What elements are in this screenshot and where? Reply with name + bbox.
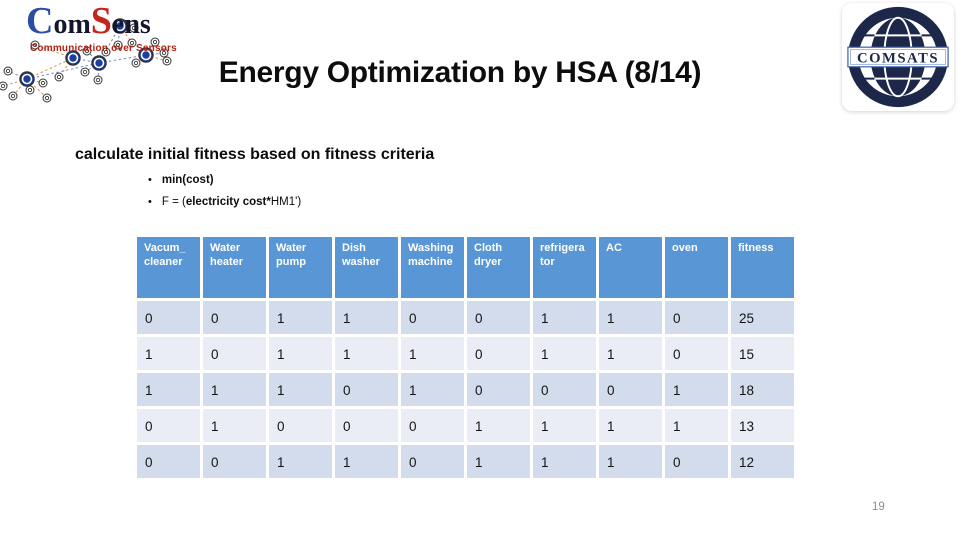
table-cell: 1 (599, 445, 662, 478)
column-header: Cloth dryer (467, 237, 530, 298)
table-cell: 0 (665, 445, 728, 478)
table-cell: 1 (269, 373, 332, 406)
hub-node-icon (19, 18, 154, 87)
table-cell: 1 (335, 337, 398, 370)
table-cell: 1 (335, 301, 398, 334)
column-header: Washing machine (401, 237, 464, 298)
table-row: 1 1 1 0 1 0 0 0 1 18 (137, 373, 794, 406)
table-cell: 1 (665, 373, 728, 406)
table-cell: 1 (269, 337, 332, 370)
sensor-network-icon (0, 18, 172, 103)
sensor-node-icon (0, 23, 172, 103)
table-cell: 0 (401, 301, 464, 334)
bullet-text-suffix: HM1') (270, 196, 302, 208)
table-cell: 25 (731, 301, 794, 334)
fitness-table: Vacum_ cleaner Water heater Water pump Dish… (134, 234, 797, 481)
column-header: refrigera tor (533, 237, 596, 298)
table-cell: 0 (665, 337, 728, 370)
table-cell: 0 (467, 337, 530, 370)
table-row: 0 0 1 1 0 1 1 1 0 12 (137, 445, 794, 478)
table-cell: 1 (599, 301, 662, 334)
table-cell: 0 (137, 301, 200, 334)
content-heading: calculate initial fitness based on fitne… (75, 146, 435, 163)
table-cell: 1 (533, 337, 596, 370)
table-cell: 1 (533, 445, 596, 478)
table-cell: 0 (137, 409, 200, 442)
column-header: Water pump (269, 237, 332, 298)
table-cell: 1 (203, 409, 266, 442)
bullet-item: min(cost) (148, 174, 301, 186)
table-cell: 1 (335, 445, 398, 478)
column-header: AC (599, 237, 662, 298)
table-cell: 0 (599, 373, 662, 406)
table-cell: 0 (203, 301, 266, 334)
comsens-logo: ComSens Communication over Sensors (0, 0, 205, 120)
column-header: Dish washer (335, 237, 398, 298)
table-cell: 1 (401, 373, 464, 406)
bullet-text: min(cost) (161, 174, 214, 186)
table-cell: 0 (269, 409, 332, 442)
table-cell: 1 (533, 301, 596, 334)
table-cell: 1 (269, 301, 332, 334)
table-cell: 18 (731, 373, 794, 406)
table-cell: 1 (137, 337, 200, 370)
table-row: 1 0 1 1 1 0 1 1 0 15 (137, 337, 794, 370)
table-cell: 1 (599, 337, 662, 370)
table-cell: 1 (533, 409, 596, 442)
comsats-label: COMSATS (857, 50, 939, 66)
column-header: oven (665, 237, 728, 298)
table-cell: 1 (467, 409, 530, 442)
column-header: Water heater (203, 237, 266, 298)
comsens-letter-s: S (90, 0, 112, 42)
table-cell: 0 (137, 445, 200, 478)
table-cell: 1 (467, 445, 530, 478)
table-cell: 0 (203, 445, 266, 478)
table-cell: 0 (401, 445, 464, 478)
table-cell: 0 (665, 301, 728, 334)
table-cell: 1 (137, 373, 200, 406)
table-cell: 0 (467, 301, 530, 334)
table-cell: 12 (731, 445, 794, 478)
table-cell: 0 (335, 409, 398, 442)
comsens-wordmark: ComSens (26, 0, 151, 42)
comsens-tagline: Communication over Sensors (30, 43, 177, 54)
table-cell: 0 (401, 409, 464, 442)
table-cell: 0 (467, 373, 530, 406)
table-row: 0 1 0 0 0 1 1 1 1 13 (137, 409, 794, 442)
column-header: Vacum_ cleaner (137, 237, 200, 298)
bullet-item: F = (electricity cost*HM1') (148, 196, 301, 208)
table-cell: 0 (533, 373, 596, 406)
table-cell: 1 (269, 445, 332, 478)
fitness-table-body: 0 0 1 1 0 0 1 1 0 25 1 0 1 1 1 0 1 1 0 15 1 1 1 0 1 0 0 0 1 18 0 1 0 0 0 1 1… (137, 301, 794, 478)
bullet-list: min(cost) F = (electricity cost*HM1') (148, 174, 301, 218)
comsats-globe-icon: COMSATS (847, 6, 949, 108)
table-cell: 1 (401, 337, 464, 370)
fitness-table-header-row: Vacum_ cleaner Water heater Water pump Dish… (137, 237, 794, 298)
bullet-text-bold: electricity cost* (185, 196, 271, 208)
table-cell: 0 (335, 373, 398, 406)
column-header: fitness (731, 237, 794, 298)
table-cell: 13 (731, 409, 794, 442)
table-cell: 1 (599, 409, 662, 442)
table-cell: 1 (203, 373, 266, 406)
table-cell: 0 (203, 337, 266, 370)
slide-title: Energy Optimization by HSA (8/14) (218, 56, 702, 89)
page-number: 19 (872, 501, 885, 513)
comsens-letter-c: C (26, 0, 54, 42)
comsats-logo: COMSATS (842, 3, 954, 111)
bullet-text-prefix: F = ( (161, 196, 186, 208)
table-row: 0 0 1 1 0 0 1 1 0 25 (137, 301, 794, 334)
table-cell: 15 (731, 337, 794, 370)
table-cell: 1 (665, 409, 728, 442)
